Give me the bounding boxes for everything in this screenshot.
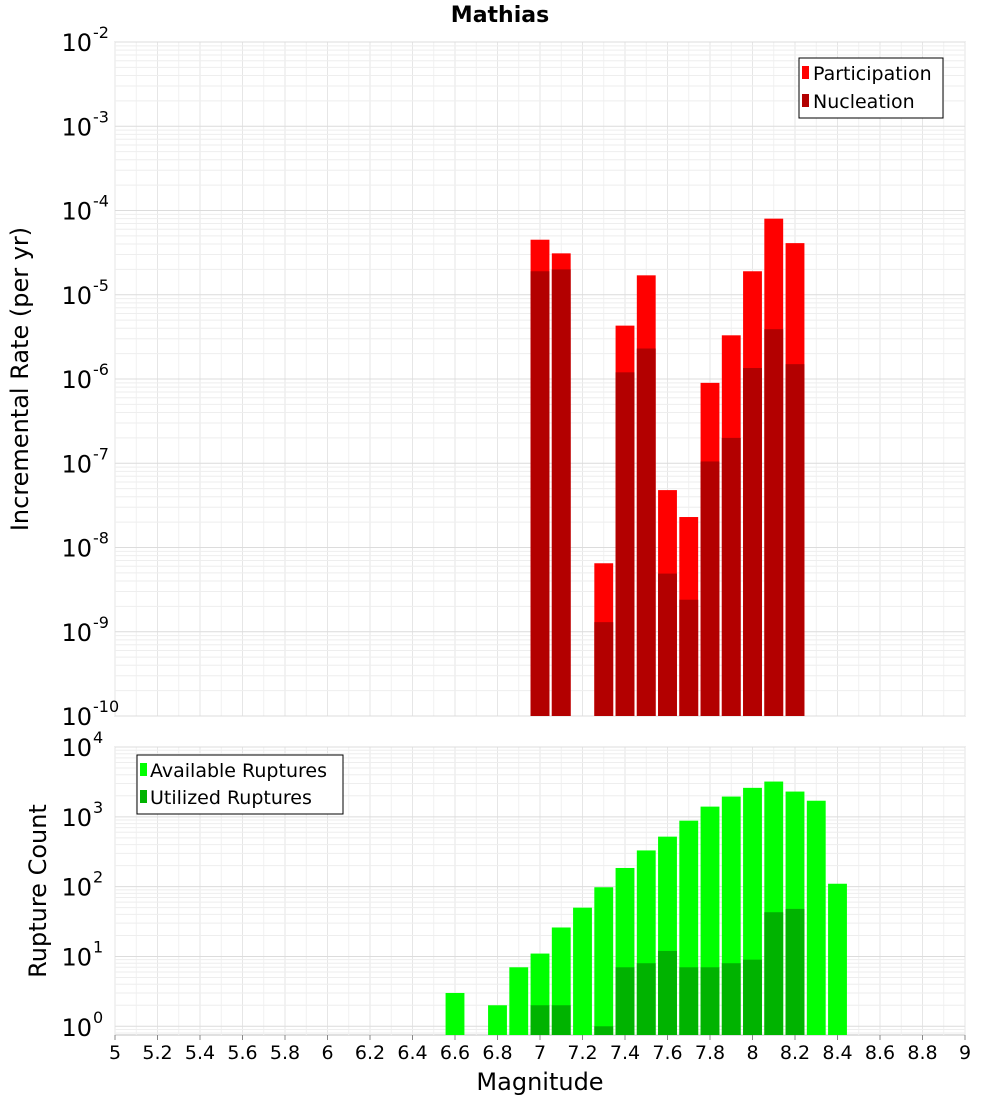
nucleation-bar — [679, 599, 699, 716]
legend-label-utilized: Utilized Ruptures — [150, 787, 312, 809]
count-y-tick-label: 10 — [61, 874, 92, 902]
x-tick-label: 5 — [109, 1042, 121, 1064]
utilized-ruptures-bar — [615, 967, 635, 1035]
available-ruptures-bar — [488, 1005, 507, 1035]
available-ruptures-bar — [445, 992, 465, 1035]
utilized-ruptures-bar — [785, 908, 805, 1035]
nucleation-bar — [721, 437, 741, 716]
legend-swatch-available — [140, 763, 147, 776]
available-ruptures-bar — [573, 907, 592, 1035]
rate-y-tick-exponent: -2 — [93, 23, 109, 42]
nucleation-bar — [615, 372, 635, 716]
count-legend: Available Ruptures Utilized Ruptures — [136, 754, 344, 815]
count-y-tick-label: 10 — [61, 804, 92, 832]
rate-y-tick-exponent: -5 — [93, 276, 109, 295]
rate-legend: Participation Nucleation — [798, 57, 944, 119]
x-tick-label: 6.8 — [482, 1042, 512, 1064]
rate-y-tick-label: 10 — [61, 198, 92, 226]
count-y-tick-exponent: 1 — [93, 937, 103, 956]
legend-swatch-nucleation — [802, 94, 809, 107]
x-tick-label: 6.2 — [355, 1042, 385, 1064]
rate-y-tick-label: 10 — [61, 282, 92, 310]
x-tick-label: 8.6 — [865, 1042, 895, 1064]
utilized-ruptures-bar — [551, 1005, 571, 1035]
utilized-ruptures-bar — [636, 963, 656, 1035]
nucleation-bar — [764, 329, 784, 716]
utilized-ruptures-bar — [530, 1005, 550, 1035]
rate-y-tick-exponent: -10 — [93, 697, 119, 716]
count-y-axis-label: Rupture Count — [24, 804, 52, 978]
nucleation-bar — [658, 573, 677, 716]
utilized-ruptures-bar — [594, 1026, 614, 1035]
count-y-tick-exponent: 3 — [93, 798, 103, 817]
x-tick-label: 7.6 — [652, 1042, 682, 1064]
x-tick-label: 8.2 — [780, 1042, 810, 1064]
x-tick-label: 8.8 — [907, 1042, 937, 1064]
rate-y-tick-label: 10 — [61, 535, 92, 563]
x-tick-label: 7.4 — [610, 1042, 640, 1064]
rate-y-tick-exponent: -9 — [93, 613, 109, 632]
available-ruptures-bar — [806, 800, 826, 1035]
nucleation-bar — [551, 269, 571, 716]
utilized-ruptures-bar — [764, 912, 784, 1035]
x-tick-label: 5.8 — [270, 1042, 300, 1064]
count-y-tick-exponent: 4 — [93, 728, 103, 747]
x-tick-label: 8 — [746, 1042, 758, 1064]
available-ruptures-bar — [828, 883, 847, 1035]
nucleation-bar — [594, 622, 614, 716]
x-tick-label: 8.4 — [822, 1042, 852, 1064]
rate-y-tick-label: 10 — [61, 619, 92, 647]
x-tick-label: 6.6 — [440, 1042, 470, 1064]
rate-y-tick-label: 10 — [61, 366, 92, 394]
chart-title: Mathias — [451, 3, 549, 28]
utilized-ruptures-bar — [721, 963, 741, 1035]
rate-y-tick-label: 10 — [61, 450, 92, 478]
count-y-tick-label: 10 — [61, 1014, 92, 1042]
x-tick-label: 6 — [321, 1042, 333, 1064]
utilized-ruptures-bar — [679, 967, 699, 1035]
rate-y-axis-label: Incremental Rate (per yr) — [6, 227, 34, 531]
x-tick-label: 5.4 — [185, 1042, 215, 1064]
available-ruptures-bar — [594, 887, 614, 1035]
rate-y-tick-exponent: -8 — [93, 529, 109, 548]
rate-y-tick-exponent: -4 — [93, 192, 109, 211]
nucleation-bar — [530, 271, 550, 716]
utilized-ruptures-bar — [658, 950, 677, 1035]
x-tick-label: 6.4 — [397, 1042, 427, 1064]
x-tick-label: 7 — [534, 1042, 546, 1064]
nucleation-bar — [700, 461, 720, 716]
legend-label-available: Available Ruptures — [150, 760, 327, 782]
nucleation-bar — [785, 364, 805, 716]
available-ruptures-bar — [509, 967, 529, 1035]
x-tick-label: 7.8 — [695, 1042, 725, 1064]
legend-swatch-utilized — [140, 790, 147, 803]
legend-label-participation: Participation — [813, 63, 932, 85]
count-y-tick-label: 10 — [61, 734, 92, 762]
rate-y-tick-exponent: -6 — [93, 360, 109, 379]
utilized-ruptures-bar — [700, 967, 720, 1035]
count-y-tick-label: 10 — [61, 943, 92, 971]
rate-y-tick-label: 10 — [61, 113, 92, 141]
count-y-tick-exponent: 2 — [93, 868, 103, 887]
rate-y-tick-exponent: -7 — [93, 444, 109, 463]
nucleation-bar — [743, 368, 762, 716]
x-tick-label: 5.6 — [227, 1042, 257, 1064]
x-tick-label: 5.2 — [142, 1042, 172, 1064]
legend-swatch-participation — [802, 66, 809, 79]
x-axis-label: Magnitude — [476, 1068, 603, 1096]
x-tick-label: 7.2 — [567, 1042, 597, 1064]
rate-y-tick-label: 10 — [61, 29, 92, 57]
legend-label-nucleation: Nucleation — [813, 91, 915, 113]
count-y-tick-exponent: 0 — [93, 1008, 103, 1027]
rate-y-tick-label: 10 — [61, 703, 92, 731]
rate-y-tick-exponent: -3 — [93, 107, 109, 126]
nucleation-bar — [636, 348, 656, 716]
utilized-ruptures-bar — [743, 959, 762, 1035]
x-tick-label: 9 — [959, 1042, 971, 1064]
